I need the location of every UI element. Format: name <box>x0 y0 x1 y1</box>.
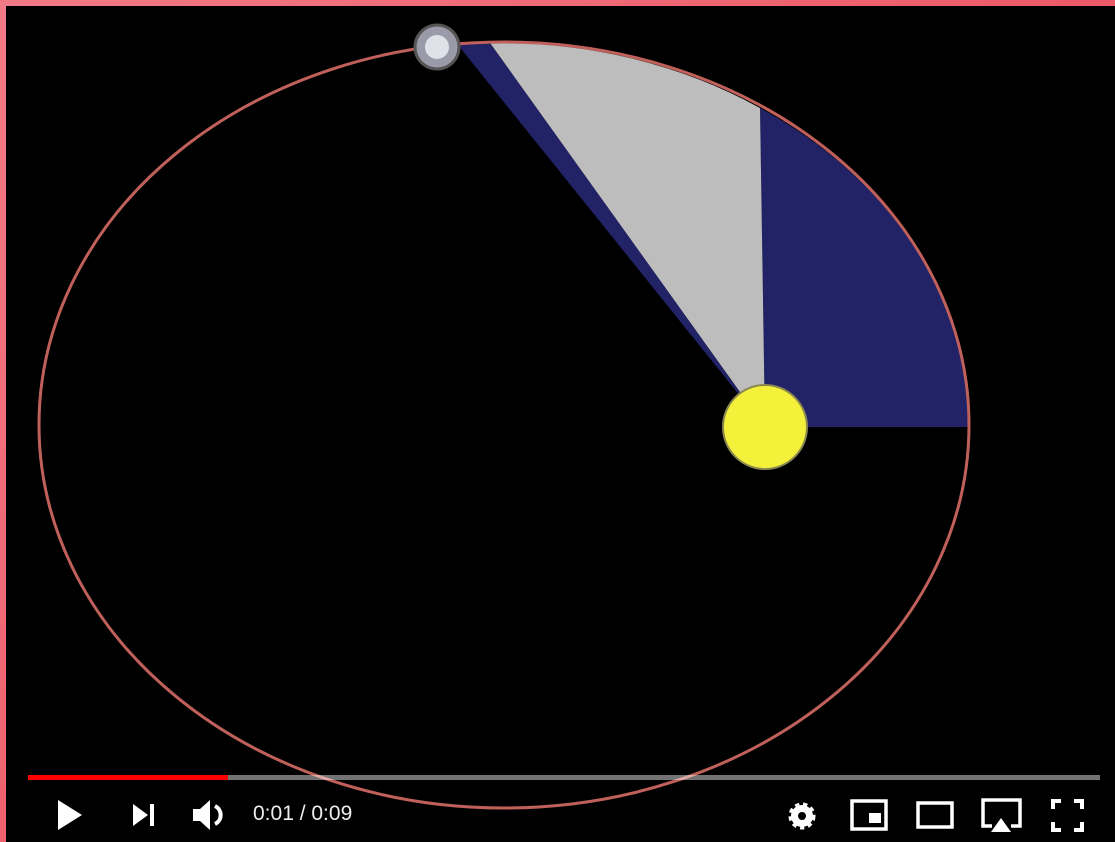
video-frame <box>6 6 1115 842</box>
planet-detail <box>425 35 449 59</box>
settings-button[interactable] <box>791 805 813 827</box>
volume-button[interactable] <box>193 800 221 830</box>
time-display: 0:01 / 0:09 <box>253 802 352 826</box>
swept-area <box>490 43 765 427</box>
airplay-button[interactable] <box>983 800 1020 832</box>
play-button[interactable] <box>58 800 82 830</box>
theater-button[interactable] <box>918 803 952 827</box>
miniplayer-button[interactable] <box>852 801 886 829</box>
progress-played <box>28 775 228 780</box>
page: 0:01 / 0:09 (() => { const data = JSON.p… <box>0 0 1115 842</box>
video-player[interactable]: 0:01 / 0:09 <box>6 6 1115 842</box>
next-button[interactable] <box>133 804 154 826</box>
sun <box>723 385 807 469</box>
swept-area <box>760 108 970 427</box>
fullscreen-button[interactable] <box>1053 801 1082 830</box>
